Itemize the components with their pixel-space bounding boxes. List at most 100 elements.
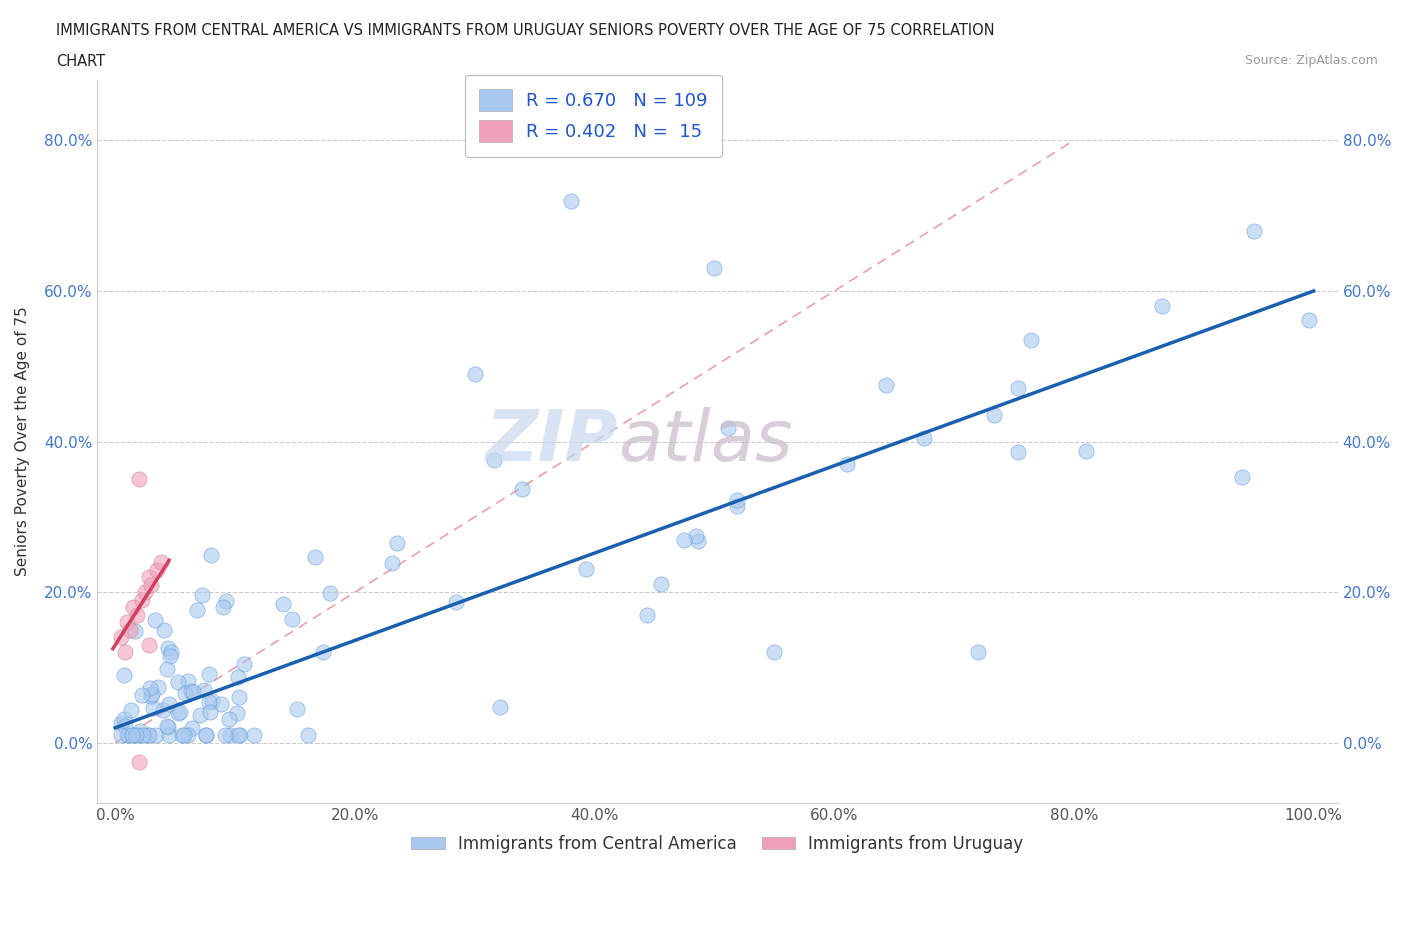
Point [131, 688, 153, 703]
Point [155, 661, 177, 676]
Point [139, 688, 162, 703]
Point [167, 706, 190, 721]
Point [200, 547, 222, 562]
Point [488, 700, 510, 715]
Point [180, 684, 202, 698]
Point [560, 193, 582, 208]
Text: Source: ZipAtlas.com: Source: ZipAtlas.com [1244, 54, 1378, 67]
Point [156, 719, 179, 734]
Point [1150, 299, 1173, 313]
Point [319, 586, 342, 601]
Point [138, 637, 160, 652]
Point [464, 366, 486, 381]
Point [271, 596, 294, 611]
Text: atlas: atlas [619, 407, 793, 476]
Point [139, 681, 162, 696]
Point [114, 668, 136, 683]
Point [1243, 223, 1265, 238]
Point [209, 697, 232, 711]
Point [141, 686, 163, 701]
Point [195, 728, 218, 743]
Point [312, 644, 335, 659]
Point [218, 728, 240, 743]
Point [297, 728, 319, 743]
Point [967, 645, 990, 660]
Point [181, 721, 204, 736]
Point [194, 728, 217, 743]
Point [381, 555, 404, 570]
Point [169, 705, 191, 720]
Point [1074, 444, 1097, 458]
Point [673, 533, 696, 548]
Point [118, 622, 141, 637]
Point [129, 724, 152, 738]
Point [125, 607, 148, 622]
Point [159, 648, 181, 663]
Y-axis label: Seniors Poverty Over the Age of 75: Seniors Poverty Over the Age of 75 [15, 307, 30, 577]
Point [145, 613, 167, 628]
Point [201, 693, 224, 708]
Point [188, 708, 211, 723]
Point [181, 684, 204, 699]
Point [304, 550, 326, 565]
Point [725, 492, 748, 507]
Point [157, 720, 180, 735]
Point [173, 728, 195, 743]
Point [186, 603, 208, 618]
Text: CHART: CHART [56, 54, 105, 69]
Point [212, 599, 235, 614]
Point [198, 695, 221, 710]
Point [131, 592, 153, 607]
Point [115, 728, 138, 743]
Point [983, 407, 1005, 422]
Point [190, 588, 212, 603]
Point [510, 482, 533, 497]
Point [138, 570, 160, 585]
Point [159, 644, 181, 659]
Point [725, 498, 748, 513]
Point [110, 630, 132, 644]
Point [385, 536, 408, 551]
Point [148, 679, 170, 694]
Point [685, 529, 707, 544]
Point [232, 657, 254, 671]
Point [177, 673, 200, 688]
Point [134, 585, 156, 600]
Point [285, 701, 308, 716]
Point [110, 715, 132, 730]
Point [835, 457, 858, 472]
Point [149, 554, 172, 569]
Point [128, 472, 150, 486]
Point [215, 593, 238, 608]
Point [128, 754, 150, 769]
Point [114, 645, 136, 660]
Point [110, 728, 132, 743]
Point [124, 623, 146, 638]
Point [193, 683, 215, 698]
Point [228, 670, 250, 684]
Point [1230, 470, 1253, 485]
Point [686, 533, 709, 548]
Point [228, 689, 250, 704]
Point [214, 728, 236, 743]
Point [170, 728, 193, 743]
Point [575, 562, 598, 577]
Point [446, 594, 468, 609]
Point [218, 711, 240, 726]
Point [281, 611, 304, 626]
Point [229, 728, 252, 743]
Point [226, 706, 249, 721]
Point [142, 700, 165, 715]
Point [1007, 445, 1029, 459]
Point [114, 719, 136, 734]
Point [122, 728, 145, 743]
Point [482, 453, 505, 468]
Point [875, 378, 897, 392]
Point [650, 577, 672, 591]
Point [141, 578, 163, 592]
Point [146, 562, 169, 577]
Point [157, 728, 180, 743]
Point [717, 420, 740, 435]
Point [763, 645, 786, 660]
Point [636, 607, 658, 622]
